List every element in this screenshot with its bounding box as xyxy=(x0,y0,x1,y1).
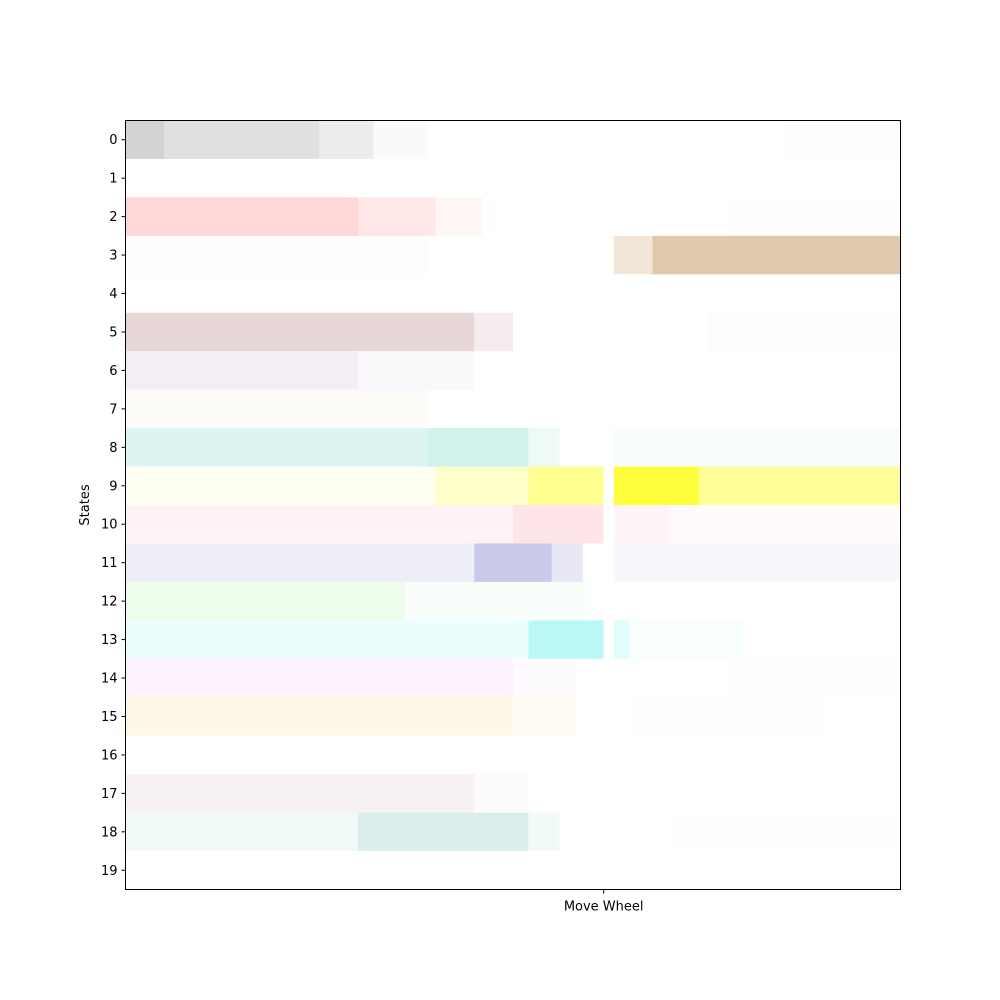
heat-cell-state-9-0 xyxy=(125,466,436,505)
heat-cell-state-5-1 xyxy=(474,312,513,352)
heat-cell-state-8-3 xyxy=(613,428,901,467)
x-axis-ticks: Move Wheel xyxy=(564,889,644,915)
y-tick-label: 4 xyxy=(109,287,117,302)
heat-cell-state-5-2 xyxy=(706,312,901,352)
heat-cell-state-9-1 xyxy=(435,466,529,505)
y-tick-label: 3 xyxy=(109,249,117,264)
heat-cell-state-8-2 xyxy=(528,428,560,467)
y-axis-label: States xyxy=(78,484,93,525)
heat-cell-state-11-3 xyxy=(613,543,901,582)
heat-cell-state-14-2 xyxy=(730,658,901,698)
heat-cell-state-3-1 xyxy=(613,235,653,275)
heat-cell-state-0-2 xyxy=(319,120,374,159)
y-tick-label: 14 xyxy=(101,672,118,687)
heat-cell-state-3-2 xyxy=(652,235,901,275)
heat-cell-state-10-3 xyxy=(668,505,901,544)
heat-cell-state-15-0 xyxy=(125,697,513,736)
heat-cell-state-18-1 xyxy=(358,812,529,852)
heat-cell-state-17-1 xyxy=(474,774,529,813)
heat-cell-state-13-2 xyxy=(613,620,630,659)
plot-frame xyxy=(125,120,901,890)
y-tick-label: 6 xyxy=(109,364,117,379)
heat-cell-state-7-0 xyxy=(125,389,428,429)
heat-cell-state-15-1 xyxy=(513,697,575,736)
heat-cell-state-10-0 xyxy=(125,505,513,544)
heat-cell-state-6-0 xyxy=(125,351,358,390)
y-tick-label: 2 xyxy=(109,210,117,225)
heat-cell-state-15-2 xyxy=(629,697,823,736)
heat-cell-state-8-1 xyxy=(427,428,529,467)
heat-cell-state-2-3 xyxy=(730,197,901,236)
y-tick-label: 9 xyxy=(109,479,117,494)
heat-cell-state-10-1 xyxy=(513,505,604,544)
heat-cell-state-9-2 xyxy=(528,466,604,505)
x-tick-label: Move Wheel xyxy=(564,900,644,915)
heat-cell-state-5-0 xyxy=(125,312,475,352)
y-tick-label: 18 xyxy=(101,825,118,840)
heat-cell-state-10-2 xyxy=(613,505,668,544)
y-tick-label: 7 xyxy=(109,402,117,417)
heat-cell-state-13-1 xyxy=(528,620,604,659)
y-tick-label: 0 xyxy=(109,133,117,148)
heat-cell-state-3-0 xyxy=(126,236,428,274)
y-tick-label: 11 xyxy=(101,556,118,571)
heat-cell-state-13-0 xyxy=(125,620,529,659)
event-gap xyxy=(603,120,614,890)
y-tick-label: 17 xyxy=(101,787,118,802)
heat-cell-state-2-2 xyxy=(435,197,482,236)
heat-cell-state-2-0 xyxy=(125,197,358,236)
heatmap-cells xyxy=(125,120,901,890)
y-tick-label: 13 xyxy=(101,633,118,648)
heat-cell-state-11-2 xyxy=(551,543,583,582)
heat-cell-state-0-0 xyxy=(125,120,165,159)
heat-cell-state-9-3 xyxy=(613,466,699,505)
heat-cell-state-0-3 xyxy=(373,120,428,159)
y-tick-label: 19 xyxy=(101,864,118,879)
heat-cell-state-11-1 xyxy=(474,543,552,582)
heat-cell-state-12-1 xyxy=(404,581,591,621)
heat-cell-state-9-4 xyxy=(699,466,901,505)
heat-cell-state-2-1 xyxy=(358,197,436,236)
y-tick-label: 15 xyxy=(101,710,118,725)
heat-cell-state-11-0 xyxy=(125,543,475,582)
heat-cell-state-18-3 xyxy=(668,812,901,852)
heat-cell-state-8-0 xyxy=(125,428,428,467)
y-tick-label: 5 xyxy=(109,325,117,340)
heat-cell-state-18-2 xyxy=(528,812,560,852)
y-tick-label: 12 xyxy=(101,595,118,610)
heat-cell-state-18-0 xyxy=(125,812,358,852)
y-tick-label: 8 xyxy=(109,441,117,456)
heat-cell-state-0-4 xyxy=(784,120,901,159)
heat-cell-state-14-0 xyxy=(125,658,513,698)
heat-cell-state-6-1 xyxy=(358,351,475,390)
heat-cell-state-0-1 xyxy=(164,120,320,159)
heat-cell-state-14-1 xyxy=(513,658,575,698)
y-tick-label: 10 xyxy=(101,518,118,533)
y-tick-label: 16 xyxy=(101,748,118,763)
y-tick-label: 1 xyxy=(109,172,117,187)
heat-cell-state-12-0 xyxy=(125,581,405,621)
heat-cell-state-13-3 xyxy=(629,620,746,659)
heat-cell-state-17-0 xyxy=(125,774,475,813)
